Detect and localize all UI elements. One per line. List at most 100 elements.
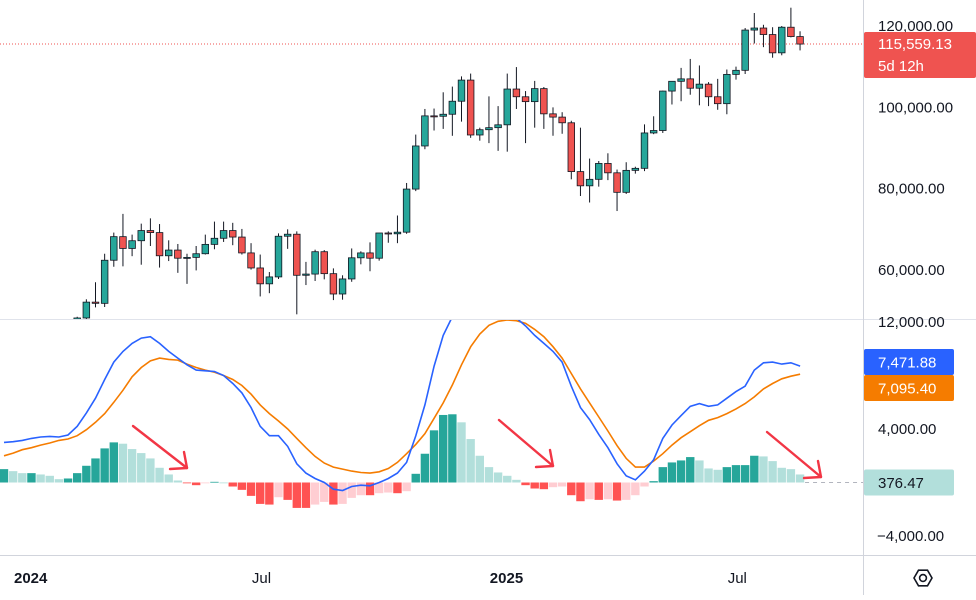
candle[interactable] <box>211 222 218 250</box>
candle[interactable] <box>742 28 749 74</box>
histogram-bar[interactable] <box>27 473 35 482</box>
candle[interactable] <box>669 81 676 104</box>
candle[interactable] <box>486 96 493 143</box>
candle[interactable] <box>275 233 282 279</box>
candle[interactable] <box>568 121 575 180</box>
candle[interactable] <box>577 128 584 196</box>
histogram-bar[interactable] <box>100 448 108 482</box>
candle[interactable] <box>751 13 758 44</box>
candle[interactable] <box>522 91 529 143</box>
candle[interactable] <box>303 262 310 285</box>
candle[interactable] <box>513 67 520 109</box>
histogram-bar[interactable] <box>476 456 484 483</box>
histogram-bar[interactable] <box>668 462 676 482</box>
candle[interactable] <box>74 317 81 341</box>
histogram-bar[interactable] <box>604 483 612 500</box>
histogram-bar[interactable] <box>110 442 118 482</box>
histogram-bar[interactable] <box>311 483 319 505</box>
histogram-bar[interactable] <box>329 483 337 505</box>
candle[interactable] <box>440 92 447 129</box>
histogram-bar[interactable] <box>174 480 182 482</box>
histogram-bar[interactable] <box>714 470 722 483</box>
histogram-bar[interactable] <box>9 471 17 482</box>
candle[interactable] <box>394 216 401 244</box>
candle[interactable] <box>120 214 127 266</box>
candle[interactable] <box>422 109 429 149</box>
candle[interactable] <box>687 59 694 95</box>
candle[interactable] <box>641 124 648 171</box>
histogram-bar[interactable] <box>46 476 54 483</box>
histogram-bar[interactable] <box>91 458 99 482</box>
histogram-bar[interactable] <box>229 483 237 487</box>
histogram-bar[interactable] <box>723 467 731 482</box>
histogram-bar[interactable] <box>82 466 90 483</box>
candle[interactable] <box>660 91 667 133</box>
histogram-bar[interactable] <box>540 483 548 490</box>
histogram-bar[interactable] <box>165 474 173 482</box>
candle[interactable] <box>714 79 721 110</box>
candle[interactable] <box>46 342 53 355</box>
histogram-bar[interactable] <box>778 468 786 483</box>
candle[interactable] <box>175 244 182 273</box>
histogram-bar[interactable] <box>64 478 72 482</box>
histogram-bar[interactable] <box>595 483 603 500</box>
candle[interactable] <box>184 254 191 284</box>
histogram-bar[interactable] <box>18 473 26 482</box>
histogram-bar[interactable] <box>494 472 502 482</box>
histogram-bar[interactable] <box>585 483 593 500</box>
histogram-bar[interactable] <box>631 483 639 496</box>
histogram-bar[interactable] <box>521 483 529 486</box>
candle[interactable] <box>358 251 365 264</box>
histogram-bar[interactable] <box>265 483 273 505</box>
histogram-bar[interactable] <box>421 454 429 483</box>
candle[interactable] <box>385 231 392 242</box>
histogram-bar[interactable] <box>466 439 474 482</box>
histogram-bar[interactable] <box>558 483 566 487</box>
candle[interactable] <box>724 70 731 115</box>
candle[interactable] <box>614 170 621 211</box>
histogram-bar[interactable] <box>768 461 776 482</box>
candle[interactable] <box>28 329 35 348</box>
histogram-bar[interactable] <box>622 483 630 500</box>
candle[interactable] <box>339 275 346 299</box>
histogram-bar[interactable] <box>155 468 163 483</box>
histogram-bar[interactable] <box>183 483 191 484</box>
candle[interactable] <box>559 112 566 134</box>
histogram-bar[interactable] <box>787 469 795 482</box>
candle[interactable] <box>376 233 383 261</box>
macd-pane[interactable] <box>0 303 804 508</box>
histogram-bar[interactable] <box>210 482 218 483</box>
histogram-bar[interactable] <box>119 444 127 483</box>
histogram-bar[interactable] <box>659 467 667 482</box>
candle[interactable] <box>541 87 548 129</box>
candle[interactable] <box>83 299 90 319</box>
candle[interactable] <box>632 167 639 174</box>
candle[interactable] <box>367 242 374 271</box>
histogram-bar[interactable] <box>567 483 575 496</box>
candle[interactable] <box>769 27 776 58</box>
candle[interactable] <box>10 335 17 349</box>
candle[interactable] <box>458 76 465 121</box>
histogram-bar[interactable] <box>247 483 255 496</box>
histogram-bar[interactable] <box>549 483 557 488</box>
histogram-bar[interactable] <box>219 483 227 484</box>
histogram-bar[interactable] <box>640 483 648 487</box>
histogram-bar[interactable] <box>613 483 621 501</box>
candle[interactable] <box>650 116 657 134</box>
candle[interactable] <box>111 233 118 267</box>
histogram-bar[interactable] <box>238 483 246 490</box>
histogram-bar[interactable] <box>384 483 392 493</box>
candle[interactable] <box>449 87 456 136</box>
candle[interactable] <box>138 224 145 265</box>
histogram-bar[interactable] <box>338 483 346 504</box>
candle[interactable] <box>284 229 291 249</box>
histogram-bar[interactable] <box>192 483 200 486</box>
candle[interactable] <box>294 231 301 314</box>
candle[interactable] <box>1 341 8 358</box>
candle[interactable] <box>595 161 602 187</box>
histogram-bar[interactable] <box>256 483 264 504</box>
histogram-bar[interactable] <box>36 474 44 482</box>
histogram-bar[interactable] <box>146 458 154 482</box>
histogram-bar[interactable] <box>128 449 136 482</box>
